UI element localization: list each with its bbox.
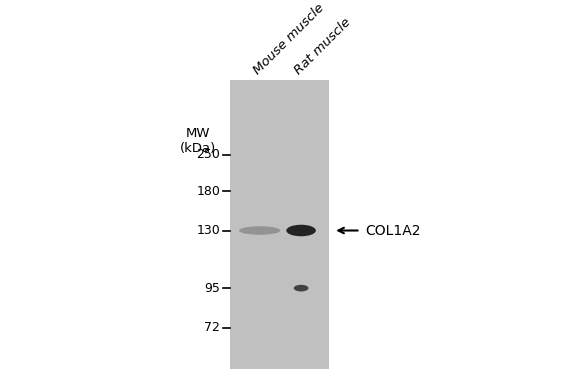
Text: 130: 130 <box>197 224 221 237</box>
Text: Mouse muscle: Mouse muscle <box>250 2 327 77</box>
Text: 180: 180 <box>197 185 221 197</box>
Ellipse shape <box>294 285 308 291</box>
Text: COL1A2: COL1A2 <box>365 224 421 238</box>
Text: MW
(kDa): MW (kDa) <box>180 127 217 155</box>
Ellipse shape <box>286 225 316 236</box>
Text: Rat muscle: Rat muscle <box>292 16 353 77</box>
FancyBboxPatch shape <box>230 80 329 368</box>
Text: 72: 72 <box>204 321 221 334</box>
Text: 250: 250 <box>197 148 221 161</box>
Text: 95: 95 <box>204 282 221 294</box>
Ellipse shape <box>239 226 281 235</box>
